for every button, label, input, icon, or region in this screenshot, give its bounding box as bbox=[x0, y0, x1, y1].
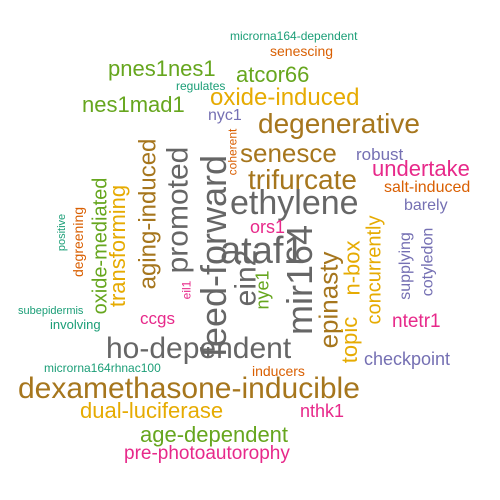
cloud-word: eil1 bbox=[178, 280, 193, 300]
cloud-word: cotyledon bbox=[418, 227, 436, 297]
cloud-word: positive bbox=[55, 213, 68, 251]
cloud-word: subepidermis bbox=[18, 305, 84, 317]
cloud-word: nye1 bbox=[252, 270, 273, 310]
cloud-word: promoted bbox=[160, 146, 194, 274]
cloud-word: topic bbox=[337, 316, 363, 364]
cloud-word: trifurcate bbox=[248, 164, 357, 195]
cloud-word: salt-induced bbox=[384, 179, 471, 196]
cloud-word: microrna164-dependent bbox=[230, 29, 358, 43]
cloud-word: involving bbox=[50, 317, 101, 332]
cloud-word: ataf1 bbox=[220, 230, 305, 272]
cloud-word: inducers bbox=[252, 363, 305, 379]
cloud-word: atcor66 bbox=[236, 62, 310, 87]
cloud-word: pre-photoautorophy bbox=[124, 443, 290, 464]
cloud-word: senesce bbox=[240, 138, 337, 168]
cloud-word: supplying bbox=[396, 232, 414, 300]
cloud-word: oxide-induced bbox=[210, 84, 360, 111]
cloud-word: dexamethasone-inducible bbox=[18, 372, 360, 405]
cloud-word: dual-luciferase bbox=[80, 398, 224, 423]
cloud-word: degenerative bbox=[258, 108, 420, 139]
cloud-word: ntetr1 bbox=[392, 311, 441, 332]
cloud-word: feed-forward bbox=[193, 154, 235, 358]
cloud-word: undertake bbox=[372, 156, 470, 181]
cloud-word: microrna164rhnac100 bbox=[44, 361, 161, 375]
cloud-word: ethylene bbox=[230, 184, 359, 222]
cloud-word: nthk1 bbox=[300, 401, 345, 421]
cloud-word: ors1 bbox=[250, 217, 286, 237]
cloud-word: aging-induced bbox=[133, 138, 161, 290]
cloud-word: n-box bbox=[339, 240, 365, 296]
cloud-word: ho-dependent bbox=[106, 332, 292, 365]
cloud-word: checkpoint bbox=[364, 349, 451, 369]
cloud-word: pnes1nes1 bbox=[108, 56, 216, 81]
cloud-word: regulates bbox=[176, 79, 226, 93]
cloud-word: ccgs bbox=[140, 309, 175, 328]
cloud-word: concurrently bbox=[362, 215, 385, 325]
cloud-word: nyc1 bbox=[208, 107, 242, 124]
cloud-word: nes1mad1 bbox=[82, 92, 185, 117]
cloud-word: robust bbox=[356, 145, 404, 164]
cloud-word: degreening bbox=[70, 206, 87, 278]
cloud-word: oxide-mediated bbox=[88, 177, 111, 315]
cloud-word: senescing bbox=[270, 43, 334, 59]
cloud-word: age-dependent bbox=[140, 422, 289, 447]
cloud-word: barely bbox=[404, 197, 448, 214]
